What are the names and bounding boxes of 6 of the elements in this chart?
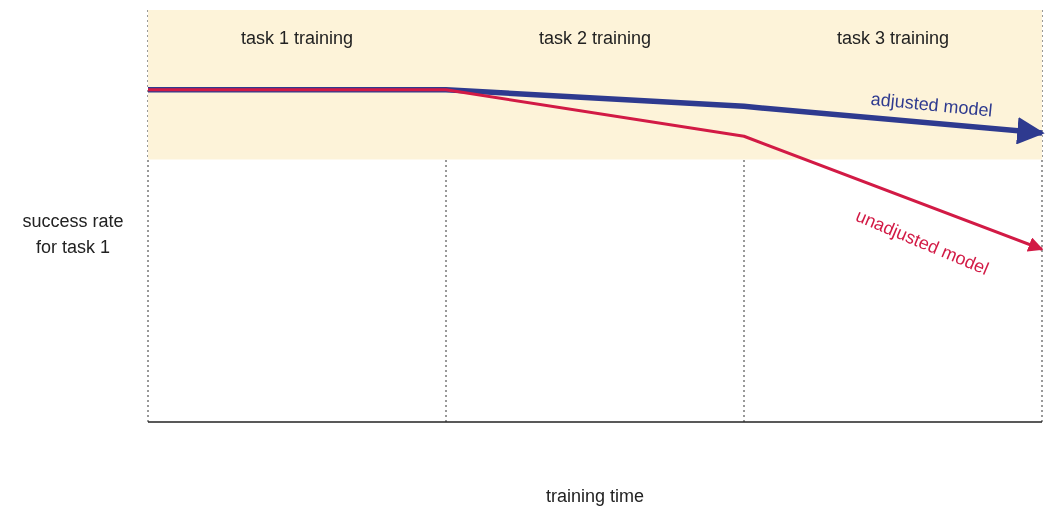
text: task 3 training [836, 28, 950, 48]
y-axis-title: success rate for task 1 [21, 209, 125, 259]
text: task 1 training [240, 28, 354, 48]
text: task 2 training [538, 28, 652, 48]
text: adjusted model [869, 88, 994, 121]
x-axis-title: training time [544, 486, 645, 507]
